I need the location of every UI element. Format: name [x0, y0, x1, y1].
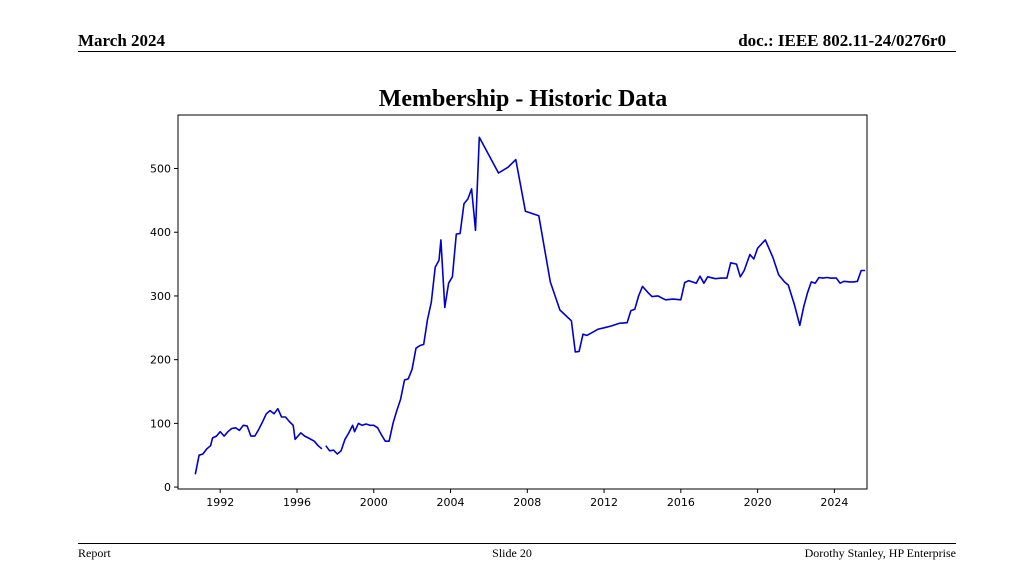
x-tick-label: 2020: [744, 496, 772, 509]
x-tick-label: 2004: [437, 496, 465, 509]
header-date: March 2024: [78, 31, 166, 50]
x-tick-label: 2012: [590, 496, 618, 509]
series-line-segment: [325, 136, 866, 455]
y-tick-label: 100: [150, 417, 171, 430]
footer-slide-number: Slide 20: [492, 546, 532, 560]
footer-author: Dorothy Stanley, HP Enterprise: [804, 546, 956, 560]
x-tick-label: 2024: [820, 496, 848, 509]
plot-frame: [177, 114, 868, 490]
y-tick-label: 500: [150, 163, 171, 176]
axes: 1992 1996 2000 2004 2008 2012 2016 2020 2024 0 100…: [150, 163, 848, 509]
footer-left: Report: [78, 546, 111, 560]
x-tick-label: 2008: [513, 496, 541, 509]
footer-rule: [78, 543, 956, 544]
y-tick-label: 400: [150, 226, 171, 239]
header-rule: [78, 51, 956, 52]
header-doc-id: doc.: IEEE 802.11-24/0276r0: [738, 31, 946, 50]
x-tick-label: 1992: [206, 496, 234, 509]
y-tick-label: 200: [150, 354, 171, 367]
y-tick-label: 300: [150, 290, 171, 303]
x-tick-label: 2016: [667, 496, 695, 509]
chart-title: Membership - Historic Data: [378, 86, 668, 112]
x-tick-label: 2000: [360, 496, 388, 509]
series-line-segment: [194, 407, 323, 475]
x-tick-label: 1996: [283, 496, 311, 509]
y-tick-label: 0: [164, 481, 171, 494]
series-group: [194, 136, 866, 475]
